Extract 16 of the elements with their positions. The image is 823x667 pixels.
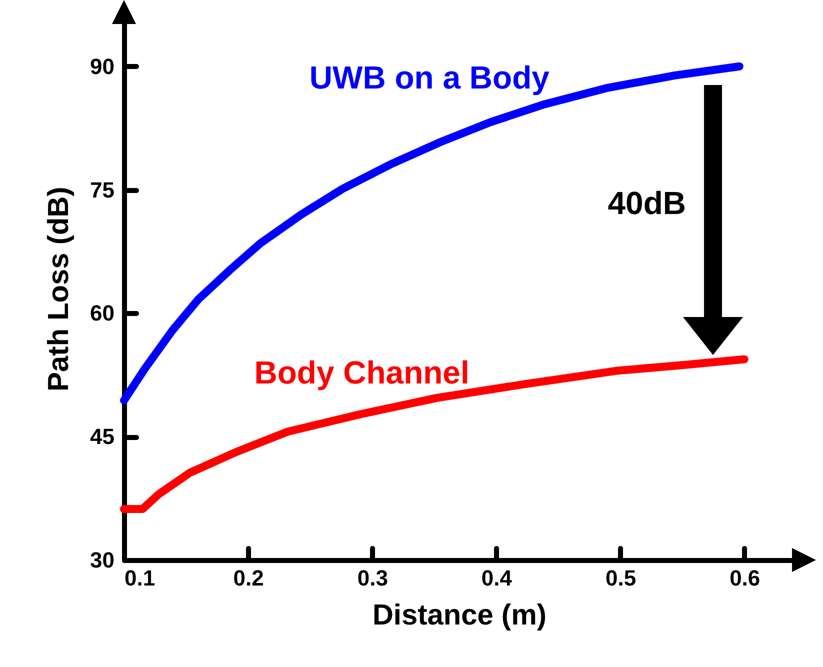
x-axis-title: Distance (m) xyxy=(372,600,547,632)
x-tick-label: 0.2 xyxy=(233,566,264,590)
x-tick-label: 0.3 xyxy=(357,566,388,590)
y-tick-label: 30 xyxy=(90,548,114,572)
y-tick-label: 90 xyxy=(90,54,114,79)
x-tick-label: 0.4 xyxy=(481,566,513,590)
y-tick-label: 60 xyxy=(90,300,114,326)
x-tick-label: 0.1 xyxy=(124,566,156,590)
y-tick-label: 75 xyxy=(90,177,114,202)
y-axis-title: Path Loss (dB) xyxy=(43,186,76,392)
series-label: Body Channel xyxy=(254,354,470,390)
series-label: UWB on a Body xyxy=(309,59,550,96)
y-tick-label: 45 xyxy=(90,424,114,450)
x-tick-label: 0.6 xyxy=(730,566,760,590)
annotation: 40dB xyxy=(608,185,686,222)
x-tick-label: 0.5 xyxy=(606,566,636,590)
